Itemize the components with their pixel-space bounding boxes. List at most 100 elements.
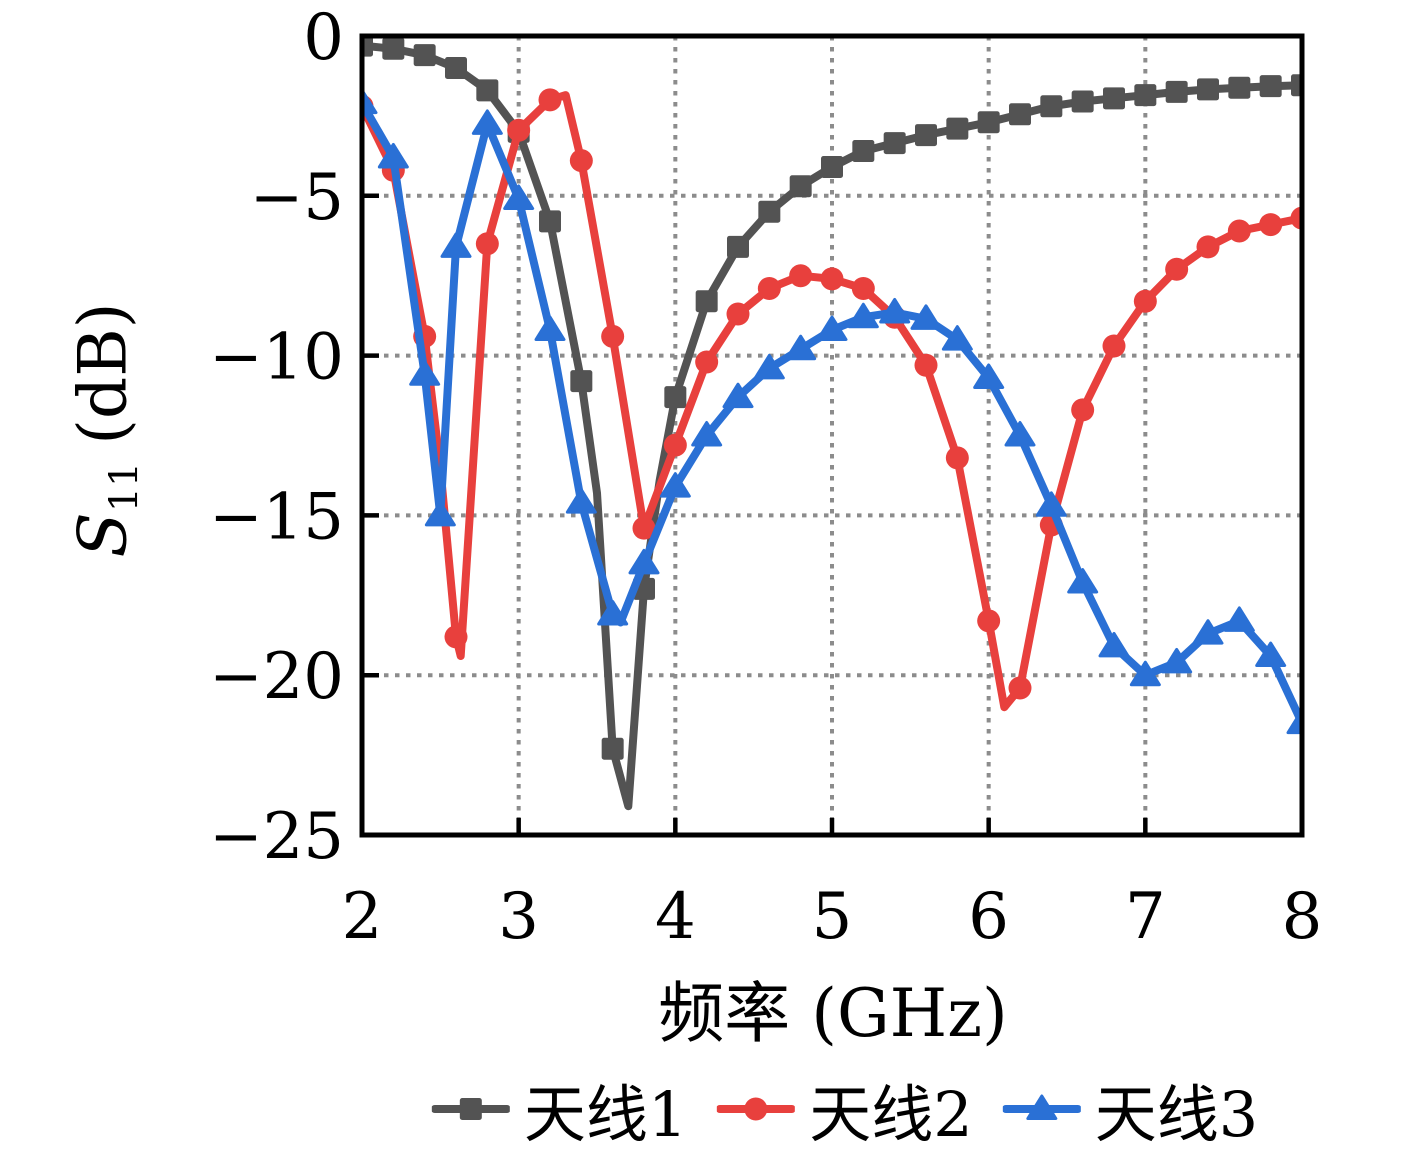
series-marker-antenna-3 bbox=[691, 421, 723, 447]
series-marker-antenna-1 bbox=[570, 370, 593, 393]
series-marker-antenna-1 bbox=[1134, 84, 1157, 107]
ylabel-subscript: 11 bbox=[101, 461, 148, 513]
series-marker-antenna-2 bbox=[569, 149, 593, 173]
series-marker-antenna-1 bbox=[382, 37, 405, 60]
legend-swatch-antenna-2 bbox=[717, 1086, 796, 1132]
series-marker-antenna-2 bbox=[1008, 676, 1032, 700]
series-marker-antenna-3 bbox=[1035, 491, 1067, 517]
series-marker-antenna-1 bbox=[946, 117, 969, 140]
series-marker-antenna-2 bbox=[601, 324, 625, 348]
y-tick-label: −5 bbox=[250, 161, 344, 235]
series-marker-antenna-1 bbox=[664, 386, 687, 409]
legend-swatch-icon-triangle bbox=[1002, 1094, 1081, 1120]
series-antenna-1 bbox=[362, 36, 1302, 811]
series-marker-antenna-1 bbox=[1009, 103, 1031, 126]
series-marker-antenna-1 bbox=[1040, 95, 1063, 118]
series-marker-antenna-1 bbox=[413, 44, 436, 67]
series-marker-antenna-1 bbox=[1197, 78, 1219, 101]
series-marker-antenna-2 bbox=[475, 232, 499, 256]
series-marker-antenna-2 bbox=[1196, 235, 1220, 259]
series-marker-antenna-2 bbox=[1165, 257, 1189, 281]
series-marker-antenna-2 bbox=[726, 302, 750, 326]
series-antenna-3 bbox=[362, 88, 1302, 735]
series-marker-antenna-1 bbox=[601, 737, 624, 760]
tick-marks bbox=[362, 193, 1148, 835]
series-marker-antenna-3 bbox=[471, 109, 503, 135]
x-axis-title: 频率 (GHz) bbox=[658, 975, 1008, 1052]
series-marker-antenna-1 bbox=[695, 290, 718, 313]
series-marker-antenna-3 bbox=[941, 325, 973, 351]
legend-marker-triangle bbox=[1026, 1094, 1058, 1120]
series-marker-antenna-3 bbox=[785, 334, 817, 361]
series-marker-antenna-1 bbox=[445, 56, 467, 79]
series-marker-antenna-3 bbox=[503, 184, 535, 210]
series-marker-antenna-1 bbox=[539, 210, 561, 233]
x-tick-label: 7 bbox=[1125, 880, 1166, 954]
legend-label-antenna-3: 天线3 bbox=[1094, 1078, 1259, 1151]
series-marker-antenna-3 bbox=[659, 472, 691, 498]
legend-swatch-icon-circle bbox=[717, 1097, 796, 1121]
series-marker-antenna-2 bbox=[1133, 289, 1157, 313]
series-marker-antenna-1 bbox=[1291, 74, 1302, 97]
ylabel-variable: S bbox=[64, 512, 142, 558]
legend-label-antenna-2: 天线2 bbox=[809, 1078, 973, 1151]
series-marker-antenna-2 bbox=[1259, 213, 1283, 237]
legend-marker-circle bbox=[744, 1097, 768, 1121]
series-marker-antenna-3 bbox=[1255, 641, 1287, 668]
series-marker-antenna-3 bbox=[722, 382, 754, 409]
series-marker-antenna-2 bbox=[663, 433, 687, 457]
series-marker-antenna-3 bbox=[362, 88, 378, 115]
series-marker-antenna-2 bbox=[632, 516, 656, 540]
series-marker-antenna-3 bbox=[565, 488, 597, 514]
series-marker-antenna-2 bbox=[851, 276, 875, 300]
series-marker-antenna-1 bbox=[883, 132, 906, 155]
series-marker-antenna-1 bbox=[852, 140, 875, 163]
legend-swatch-icon-square bbox=[431, 1098, 510, 1120]
series-marker-antenna-3 bbox=[409, 360, 441, 386]
series-marker-antenna-3 bbox=[1129, 660, 1161, 687]
series-marker-antenna-3 bbox=[628, 548, 660, 575]
series-marker-antenna-2 bbox=[789, 264, 813, 288]
series-marker-antenna-2 bbox=[1071, 398, 1095, 422]
x-tick-label: 5 bbox=[812, 880, 853, 954]
series-marker-antenna-3 bbox=[597, 599, 629, 626]
series-marker-antenna-1 bbox=[977, 111, 1000, 134]
series-marker-antenna-2 bbox=[977, 609, 1001, 633]
series-marker-antenna-3 bbox=[1286, 708, 1302, 735]
legend: 天线1 天线2 天线3 bbox=[431, 1064, 1259, 1154]
legend-item-antenna-2: 天线2 bbox=[717, 1064, 973, 1154]
series-marker-antenna-1 bbox=[727, 235, 749, 258]
x-tick-label: 6 bbox=[968, 880, 1009, 954]
series-marker-antenna-3 bbox=[440, 232, 472, 258]
series-marker-antenna-1 bbox=[362, 36, 373, 57]
legend-marker-square bbox=[459, 1098, 482, 1120]
series-marker-antenna-3 bbox=[377, 142, 409, 169]
y-tick-label: −25 bbox=[209, 800, 344, 874]
series-marker-antenna-2 bbox=[444, 625, 468, 649]
series-marker-antenna-2 bbox=[820, 267, 844, 291]
x-tick-label: 4 bbox=[655, 880, 696, 954]
series-marker-antenna-2 bbox=[538, 88, 562, 112]
x-tick-label: 8 bbox=[1282, 880, 1323, 954]
legend-item-antenna-1: 天线1 bbox=[431, 1064, 688, 1154]
series-marker-antenna-1 bbox=[915, 124, 937, 147]
series-marker-antenna-3 bbox=[1067, 568, 1099, 594]
series-marker-antenna-1 bbox=[1103, 87, 1125, 110]
x-tick-label: 2 bbox=[342, 880, 383, 954]
series-marker-antenna-1 bbox=[789, 175, 812, 198]
series-marker-antenna-3 bbox=[534, 315, 566, 342]
series-marker-antenna-3 bbox=[1192, 619, 1224, 645]
series-marker-antenna-3 bbox=[847, 302, 879, 329]
series-marker-antenna-3 bbox=[1098, 631, 1130, 658]
series-marker-antenna-3 bbox=[1161, 647, 1193, 674]
series-marker-antenna-2 bbox=[914, 353, 938, 377]
series-marker-antenna-2 bbox=[1227, 219, 1251, 243]
legend-label-antenna-1: 天线1 bbox=[523, 1078, 688, 1151]
series-marker-antenna-1 bbox=[1228, 76, 1251, 99]
series-marker-antenna-2 bbox=[945, 446, 969, 470]
series-marker-antenna-1 bbox=[476, 79, 499, 102]
series-marker-antenna-3 bbox=[910, 304, 942, 330]
series-marker-antenna-3 bbox=[879, 297, 911, 324]
series-marker-antenna-3 bbox=[1004, 421, 1036, 447]
